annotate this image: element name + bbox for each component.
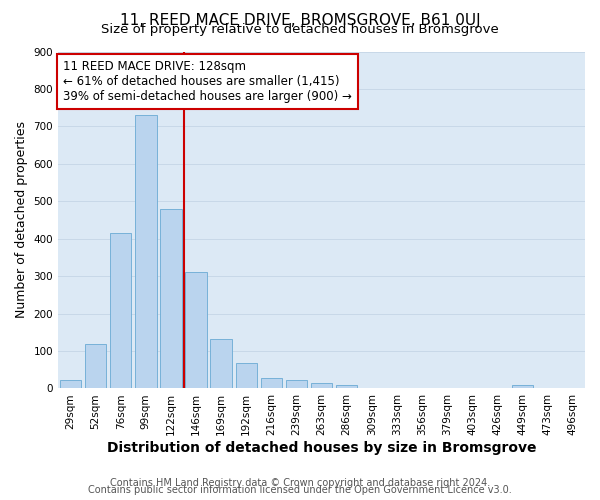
X-axis label: Distribution of detached houses by size in Bromsgrove: Distribution of detached houses by size … [107,441,536,455]
Text: Size of property relative to detached houses in Bromsgrove: Size of property relative to detached ho… [101,22,499,36]
Bar [135,115,157,388]
Y-axis label: Number of detached properties: Number of detached properties [15,122,28,318]
Text: Contains public sector information licensed under the Open Government Licence v3: Contains public sector information licen… [88,485,512,495]
Bar [185,272,207,388]
Text: Contains HM Land Registry data © Crown copyright and database right 2024.: Contains HM Land Registry data © Crown c… [110,478,490,488]
Bar [110,233,131,388]
Bar [336,386,357,388]
Bar [160,208,182,388]
Bar [85,344,106,388]
Bar [211,338,232,388]
Bar [512,384,533,388]
Bar [260,378,282,388]
Bar [60,380,81,388]
Bar [236,364,257,388]
Bar [286,380,307,388]
Text: 11, REED MACE DRIVE, BROMSGROVE, B61 0UJ: 11, REED MACE DRIVE, BROMSGROVE, B61 0UJ [119,12,481,28]
Bar [311,383,332,388]
Text: 11 REED MACE DRIVE: 128sqm
← 61% of detached houses are smaller (1,415)
39% of s: 11 REED MACE DRIVE: 128sqm ← 61% of deta… [64,60,352,103]
